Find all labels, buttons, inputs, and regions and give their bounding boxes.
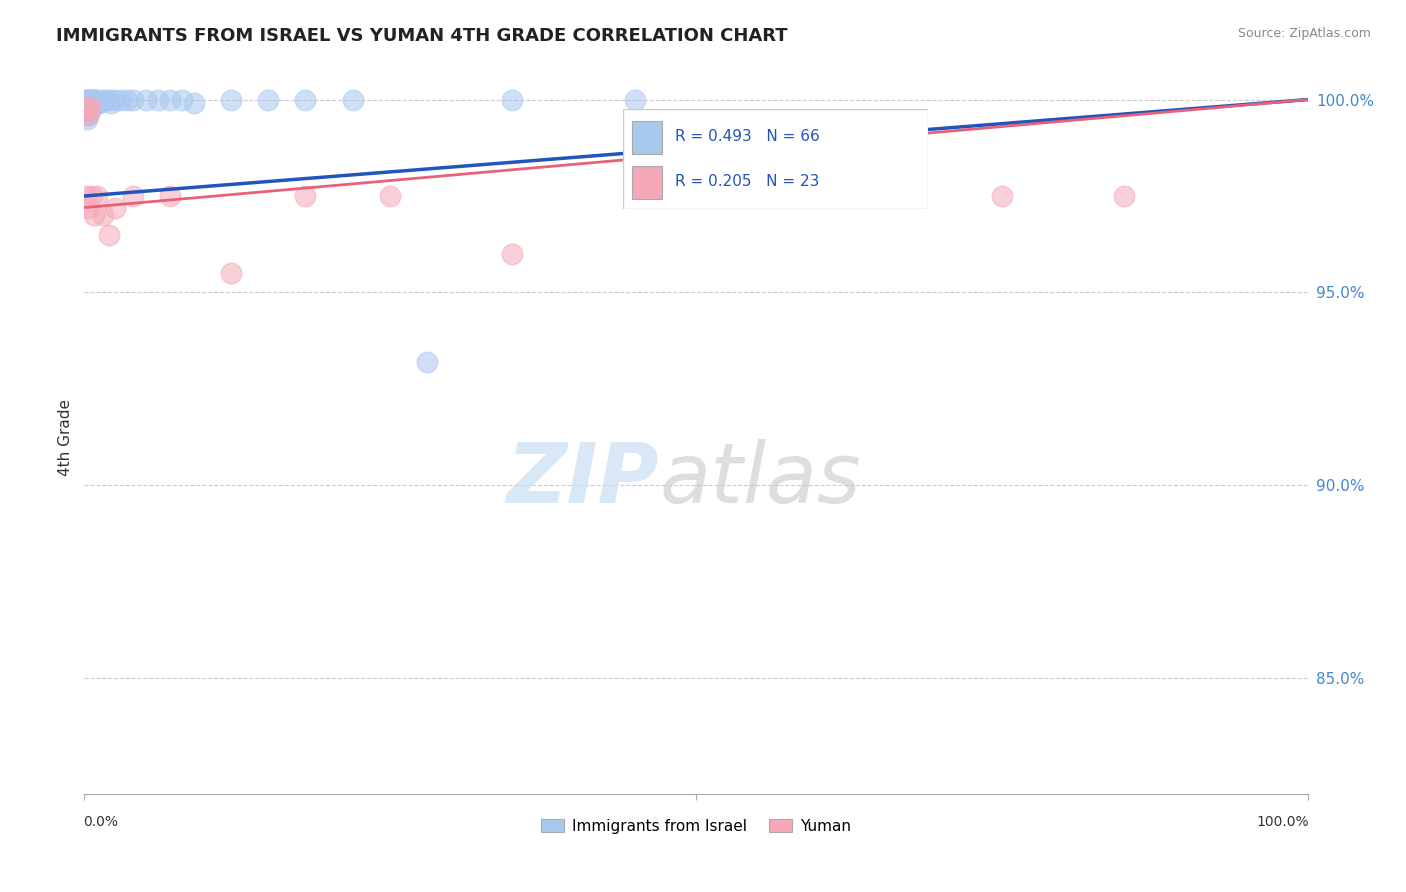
Point (416, 355, 439, 369)
Point (79, 93, 101, 107)
Point (502, 247, 524, 261)
Point (77, 100, 100, 114)
Point (91, 93, 114, 107)
Point (135, 93, 157, 107)
Point (75, 189, 97, 203)
Point (79, 100, 101, 114)
Point (77, 104, 100, 119)
Point (86, 93, 108, 107)
Point (75, 108, 97, 122)
Point (257, 93, 280, 107)
Text: ZIP: ZIP (506, 440, 659, 520)
Point (77, 93, 100, 107)
Point (82, 96, 104, 111)
Point (380, 189, 402, 203)
Point (1114, 189, 1136, 203)
Point (80, 189, 103, 203)
Point (76, 100, 98, 114)
Point (86, 189, 108, 203)
Point (146, 93, 169, 107)
Point (84, 93, 107, 107)
Point (76, 112, 98, 126)
Text: Source: ZipAtlas.com: Source: ZipAtlas.com (1237, 27, 1371, 40)
Point (219, 266, 242, 280)
Point (75, 104, 97, 119)
Point (172, 93, 194, 107)
Point (75, 100, 97, 114)
Point (75, 104, 97, 119)
Point (77, 96, 100, 111)
Point (76, 96, 98, 111)
Point (87, 96, 110, 111)
Point (159, 93, 181, 107)
Point (75, 93, 97, 107)
Point (122, 189, 145, 203)
Point (83, 208, 105, 222)
Point (77, 201, 100, 215)
Point (991, 189, 1014, 203)
Point (79, 104, 101, 119)
Point (115, 93, 138, 107)
Point (80, 93, 103, 107)
Point (104, 93, 127, 107)
Point (183, 96, 205, 111)
Point (75, 100, 97, 114)
Point (77, 108, 100, 122)
Point (342, 93, 364, 107)
Point (219, 93, 242, 107)
Y-axis label: 4th Grade: 4th Grade (58, 399, 73, 475)
Point (294, 93, 316, 107)
Point (76, 93, 98, 107)
Point (83, 96, 105, 111)
Text: 100.0%: 100.0% (1256, 815, 1309, 829)
Point (87, 96, 110, 111)
Point (75, 93, 97, 107)
Point (77, 100, 100, 114)
Text: 0.0%: 0.0% (83, 815, 118, 829)
Point (75, 104, 97, 119)
Point (76, 100, 98, 114)
Point (97, 93, 120, 107)
Point (104, 201, 127, 215)
Text: IMMIGRANTS FROM ISRAEL VS YUMAN 4TH GRADE CORRELATION CHART: IMMIGRANTS FROM ISRAEL VS YUMAN 4TH GRAD… (56, 27, 787, 45)
Point (91, 208, 114, 222)
Point (77, 100, 100, 114)
Point (122, 93, 145, 107)
Point (159, 189, 181, 203)
Point (76, 100, 98, 114)
Legend: Immigrants from Israel, Yuman: Immigrants from Israel, Yuman (534, 813, 858, 839)
Point (77, 93, 100, 107)
Point (294, 189, 316, 203)
Point (77, 96, 100, 111)
Point (79, 100, 101, 114)
Point (77, 96, 100, 111)
Text: atlas: atlas (659, 440, 860, 520)
Point (75, 96, 97, 111)
Point (97, 227, 120, 242)
Point (502, 93, 524, 107)
Point (76, 104, 98, 119)
Point (75, 96, 97, 111)
Point (76, 93, 98, 107)
Point (100, 96, 122, 111)
Point (77, 104, 100, 119)
Point (110, 93, 132, 107)
Point (869, 189, 891, 203)
Point (75, 93, 97, 107)
Point (83, 93, 105, 107)
Point (76, 96, 98, 111)
Point (624, 189, 647, 203)
Point (79, 96, 101, 111)
Point (96, 93, 118, 107)
Point (80, 96, 103, 111)
Point (80, 100, 103, 114)
Point (76, 108, 98, 122)
Point (624, 93, 647, 107)
Point (77, 93, 100, 107)
Point (82, 93, 104, 107)
Point (77, 108, 100, 122)
Point (747, 189, 769, 203)
